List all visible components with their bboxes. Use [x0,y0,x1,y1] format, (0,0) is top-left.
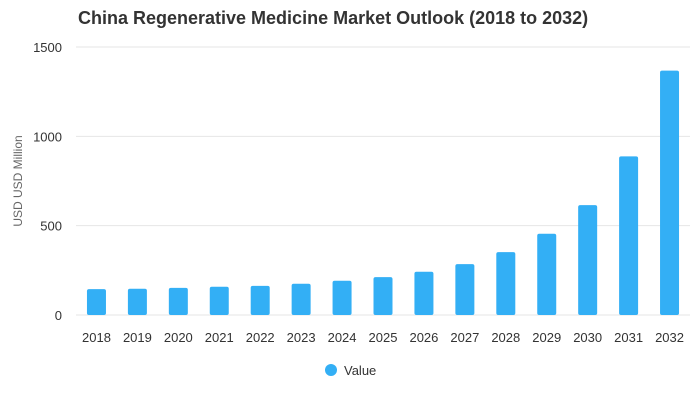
x-tick-label: 2023 [287,330,316,345]
bar-2028[interactable] [496,252,516,315]
x-tick-label: 2026 [409,330,438,345]
x-tick-label: 2019 [123,330,152,345]
y-tick-label: 1500 [33,40,62,55]
y-axis-ticks: 0 500 1000 1500 [33,40,62,323]
y-tick-label: 500 [40,219,62,234]
bar-2021[interactable] [209,286,229,315]
bar-2029[interactable] [537,233,557,315]
x-tick-label: 2029 [532,330,561,345]
bar-2023[interactable] [291,283,311,315]
gridlines [76,46,690,316]
chart-title: China Regenerative Medicine Market Outlo… [78,8,589,28]
bar-2025[interactable] [373,277,393,315]
x-tick-label: 2031 [614,330,643,345]
x-tick-label: 2021 [205,330,234,345]
legend-label: Value [344,363,376,378]
bar-2026[interactable] [414,271,434,315]
x-tick-label: 2018 [82,330,111,345]
x-tick-label: 2030 [573,330,602,345]
y-tick-label: 1000 [33,129,62,144]
bar-2027[interactable] [455,264,475,315]
x-tick-label: 2027 [450,330,479,345]
bar-2032[interactable] [660,70,680,315]
x-tick-label: 2024 [328,330,357,345]
x-tick-label: 2020 [164,330,193,345]
bars [86,70,680,315]
y-tick-label: 0 [55,308,62,323]
bar-2020[interactable] [168,287,188,315]
x-tick-label: 2022 [246,330,275,345]
bar-2030[interactable] [578,205,598,315]
bar-2019[interactable] [127,288,147,315]
x-tick-label: 2028 [491,330,520,345]
x-tick-label: 2025 [369,330,398,345]
bar-2022[interactable] [250,285,270,315]
bar-2018[interactable] [86,289,106,315]
legend-marker [325,364,337,376]
x-tick-label: 2032 [655,330,684,345]
y-axis-label: USD USD Million [11,135,25,226]
bar-2031[interactable] [619,156,639,315]
x-axis-ticks: 2018 2019 2020 2021 2022 2023 2024 2025 2026 2027… [82,330,684,345]
bar-2024[interactable] [332,280,352,315]
legend[interactable]: Value [325,363,376,378]
